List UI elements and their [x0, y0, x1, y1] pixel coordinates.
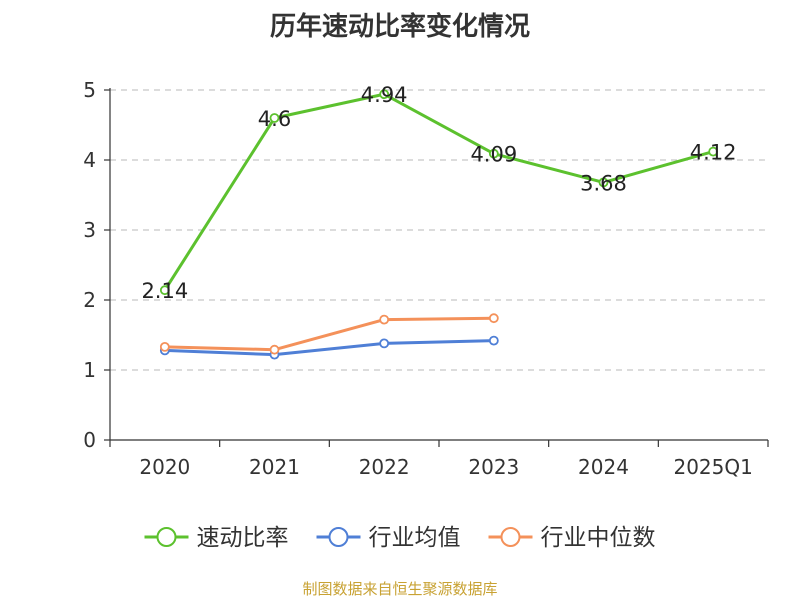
data-point[interactable]: [598, 177, 609, 188]
legend-label: 行业中位数: [541, 525, 656, 551]
data-point[interactable]: [488, 335, 499, 346]
legend-marker: [500, 527, 521, 547]
data-label-layer: 2.14 4.6 4.94 4.09 3.68 4.12: [141, 83, 736, 303]
y-tick-label: 5: [83, 78, 96, 102]
data-point[interactable]: [379, 89, 390, 100]
axis-layer: 0 1 2 3 4 5 2020 2021 2022 2023 2024 2025Q1: [83, 78, 769, 479]
legend-item[interactable]: 行业中位数: [488, 525, 656, 551]
legend-label: 速动比率: [197, 525, 289, 551]
footer-credit: 制图数据来自恒生聚源数据库: [302, 580, 498, 598]
x-tick-label: 2024: [578, 455, 629, 479]
data-point[interactable]: [379, 338, 390, 349]
y-tick-label: 4: [83, 148, 96, 172]
y-tick-label: 0: [83, 428, 96, 452]
data-point[interactable]: [269, 344, 280, 355]
data-point[interactable]: [159, 341, 170, 352]
series-line: [163, 92, 714, 292]
x-tick-label: 2020: [139, 455, 190, 479]
series-layer: [159, 89, 719, 360]
data-label: 4.12: [690, 141, 737, 165]
y-tick-label: 1: [83, 358, 96, 382]
data-point[interactable]: [488, 313, 499, 324]
series-line: [164, 339, 494, 357]
data-point[interactable]: [488, 148, 499, 159]
data-point[interactable]: [708, 146, 719, 157]
chart-title: 历年速动比率变化情况: [269, 12, 530, 42]
data-label: 4.6: [258, 107, 291, 131]
data-label: 3.68: [580, 171, 627, 195]
legend-marker: [328, 527, 349, 547]
data-point[interactable]: [269, 113, 280, 123]
data-label: 4.94: [361, 83, 408, 107]
legend-label: 行业均值: [369, 525, 461, 551]
data-label: 4.09: [470, 143, 517, 167]
legend[interactable]: 速动比率 行业均值 行业中位数: [144, 525, 656, 551]
x-tick-label: 2021: [249, 455, 300, 479]
legend-item[interactable]: 行业均值: [316, 525, 461, 551]
data-label: 2.14: [141, 279, 188, 303]
data-point[interactable]: [379, 314, 390, 325]
x-tick-label: 2023: [468, 455, 519, 479]
legend-item[interactable]: 速动比率: [144, 525, 289, 551]
x-tick-label: 2025Q1: [673, 455, 752, 479]
y-tick-label: 3: [83, 218, 96, 242]
legend-marker: [156, 527, 177, 547]
x-tick-label: 2022: [359, 455, 410, 479]
y-tick-label: 2: [83, 288, 96, 312]
series-line: [164, 316, 494, 352]
data-point[interactable]: [159, 285, 170, 296]
grid-layer: [110, 89, 768, 371]
